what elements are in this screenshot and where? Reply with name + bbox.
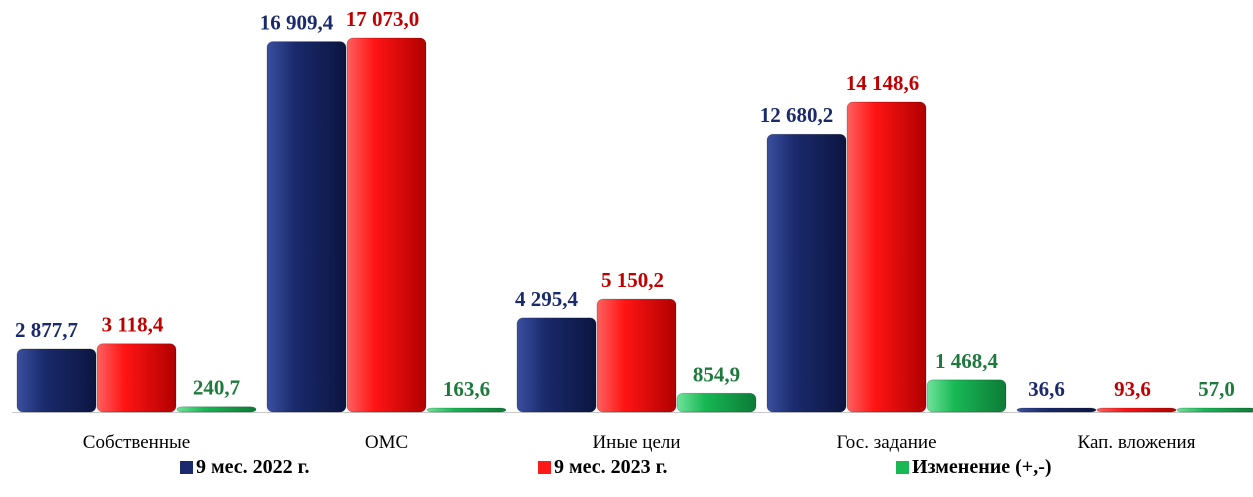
legend: 9 мес. 2022 г. 9 мес. 2023 г. Изменение … bbox=[0, 456, 1253, 486]
data-label-gos-zadanie-change: 1 468,4 bbox=[935, 349, 999, 373]
bar-sobstvennye-change bbox=[176, 406, 257, 413]
data-label-gos-zadanie-2023: 14 148,6 bbox=[846, 71, 920, 95]
data-label-sobstvennye-change: 240,7 bbox=[193, 376, 240, 400]
data-label-kap-vlozheniya-2022: 36,6 bbox=[1028, 377, 1065, 401]
data-label-inye-celi-2022: 4 295,4 bbox=[515, 287, 579, 311]
category-label-inye-celi: Иные цели bbox=[592, 432, 680, 453]
data-label-oms-change: 163,6 bbox=[443, 377, 490, 401]
bar-inye-celi-2022 bbox=[516, 317, 597, 413]
legend-swatch-change bbox=[896, 461, 909, 474]
legend-item-2023: 9 мес. 2023 г. bbox=[538, 456, 667, 479]
bar-kap-vlozheniya-2022 bbox=[1016, 407, 1097, 413]
data-label-kap-vlozheniya-change: 57,0 bbox=[1198, 377, 1235, 401]
bar-inye-celi-2023 bbox=[596, 298, 677, 413]
legend-label-change: Изменение (+,-) bbox=[912, 456, 1052, 478]
data-label-inye-celi-2023: 5 150,2 bbox=[601, 268, 664, 292]
legend-item-2022: 9 мес. 2022 г. bbox=[180, 456, 309, 479]
data-label-inye-celi-change: 854,9 bbox=[693, 362, 740, 386]
bar-chart: 2 877,7 3 118,4 240,7 Собственные 16 909,4 17… bbox=[12, 7, 1253, 453]
bar-gos-zadanie-change bbox=[926, 379, 1007, 413]
legend-label-2023: 9 мес. 2023 г. bbox=[554, 456, 668, 478]
bar-sobstvennye-2023 bbox=[96, 343, 177, 413]
category-label-gos-zadanie: Гос. задание bbox=[836, 432, 936, 453]
bar-oms-2022 bbox=[266, 41, 347, 413]
bar-gos-zadanie-2022 bbox=[766, 133, 847, 413]
data-label-oms-2023: 17 073,0 bbox=[346, 7, 420, 31]
bar-gos-zadanie-2023 bbox=[846, 101, 927, 413]
data-label-sobstvennye-2023: 3 118,4 bbox=[102, 313, 164, 337]
data-label-oms-2022: 16 909,4 bbox=[260, 11, 334, 35]
bar-inye-celi-change bbox=[676, 392, 757, 413]
legend-item-change: Изменение (+,-) bbox=[896, 456, 1052, 479]
category-label-kap-vlozheniya: Кап. вложения bbox=[1078, 432, 1196, 453]
bar-kap-vlozheniya-change bbox=[1176, 407, 1253, 413]
legend-swatch-2023 bbox=[538, 461, 551, 474]
bar-oms-2023 bbox=[346, 37, 427, 413]
legend-label-2022: 9 мес. 2022 г. bbox=[196, 456, 310, 478]
data-label-kap-vlozheniya-2023: 93,6 bbox=[1114, 377, 1151, 401]
bar-kap-vlozheniya-2023 bbox=[1096, 407, 1177, 413]
category-label-oms: ОМС bbox=[365, 432, 408, 453]
category-label-sobstvennye: Собственные bbox=[83, 432, 190, 453]
legend-swatch-2022 bbox=[180, 461, 193, 474]
data-label-gos-zadanie-2022: 12 680,2 bbox=[760, 103, 834, 127]
bar-sobstvennye-2022 bbox=[16, 348, 97, 413]
bar-oms-change bbox=[426, 407, 507, 413]
data-label-sobstvennye-2022: 2 877,7 bbox=[15, 318, 78, 342]
